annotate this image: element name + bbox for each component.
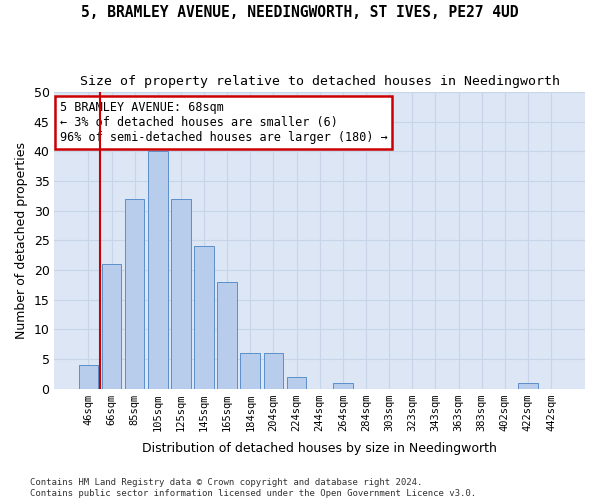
Title: Size of property relative to detached houses in Needingworth: Size of property relative to detached ho… <box>80 75 560 88</box>
Bar <box>333 382 353 388</box>
Bar <box>518 382 538 388</box>
Text: Contains HM Land Registry data © Crown copyright and database right 2024.
Contai: Contains HM Land Registry data © Crown c… <box>30 478 476 498</box>
Bar <box>148 152 167 388</box>
Bar <box>79 365 98 388</box>
X-axis label: Distribution of detached houses by size in Needingworth: Distribution of detached houses by size … <box>142 442 497 455</box>
Text: 5, BRAMLEY AVENUE, NEEDINGWORTH, ST IVES, PE27 4UD: 5, BRAMLEY AVENUE, NEEDINGWORTH, ST IVES… <box>81 5 519 20</box>
Bar <box>263 353 283 388</box>
Y-axis label: Number of detached properties: Number of detached properties <box>15 142 28 338</box>
Bar <box>171 198 191 388</box>
Bar <box>194 246 214 388</box>
Bar <box>101 264 121 388</box>
Bar <box>217 282 237 389</box>
Text: 5 BRAMLEY AVENUE: 68sqm
← 3% of detached houses are smaller (6)
96% of semi-deta: 5 BRAMLEY AVENUE: 68sqm ← 3% of detached… <box>60 101 388 144</box>
Bar <box>125 198 145 388</box>
Bar <box>287 376 307 388</box>
Bar <box>241 353 260 388</box>
